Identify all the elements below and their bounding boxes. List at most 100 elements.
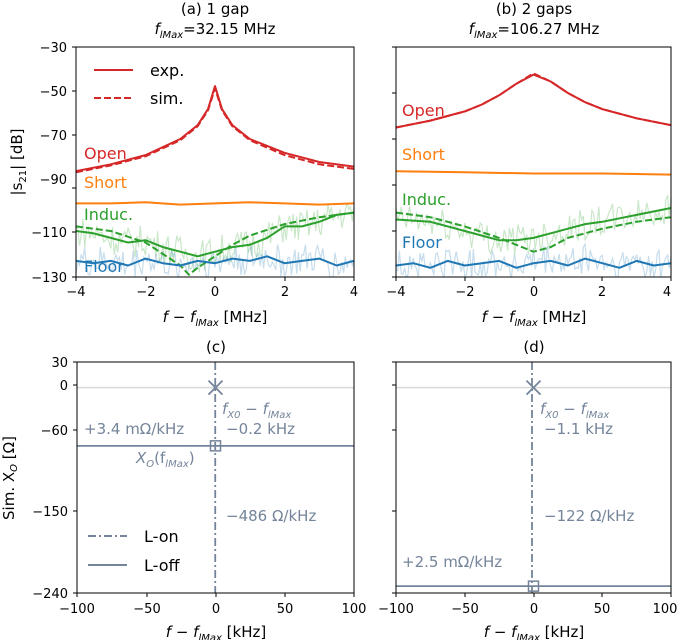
a-label-open: Open	[84, 144, 127, 163]
d-annot-fx0-sub2: lMax	[586, 410, 610, 421]
panel-c-frame	[76, 361, 355, 594]
d-annot-offset: −1.1 kHz	[544, 420, 613, 438]
c-xtick-label: 0	[212, 602, 220, 617]
d-xtick-label: 50	[594, 602, 611, 617]
a-xtick-label: 4	[350, 285, 358, 300]
a-ylabel-unit: | [dB]	[8, 129, 26, 170]
series-line-short-exp	[396, 170, 671, 176]
square-marker	[527, 580, 540, 592]
panel-b-subtitle-value: =106.27 MHz	[497, 20, 599, 38]
b-xtick-label: −2	[455, 285, 474, 300]
c-xlabel-main: f − f	[166, 623, 201, 640]
a-xtick-label: −4	[66, 285, 85, 300]
c-annot-fx0-sub1: X0	[226, 410, 240, 421]
d-xtick-label: −50	[451, 602, 478, 617]
c-annot-xo-arg-sub: lMax	[165, 459, 189, 470]
a-ytick-label: −30	[40, 41, 67, 56]
a-ylabel-sub: 21	[18, 170, 29, 183]
c-ylabel-sub: O	[9, 464, 20, 472]
c-annot-offset: −0.2 kHz	[226, 420, 295, 438]
panel-a-xlabel: f − flMax [MHz]	[163, 308, 268, 329]
d-annot-fx0-sub1: X0	[544, 410, 558, 421]
panel-b-series	[396, 72, 671, 277]
b-xlabel-main: f − f	[482, 308, 517, 326]
c-ytick-label: 30	[51, 356, 68, 371]
square-marker	[209, 440, 222, 452]
panel-d: (d) −100 −50 0 50 100 f − f lMax [kHz] fX…	[378, 338, 677, 640]
panel-a-legend: exp. sim.	[94, 61, 184, 108]
panel-c-xlabel: f − flMax [kHz]	[166, 623, 266, 640]
panel-a-yticks: −30 −50 −70 −90 −110 −130	[31, 41, 76, 286]
c-xtick-label: −50	[133, 602, 160, 617]
noise-band-floor	[76, 243, 354, 277]
panel-a-frame	[75, 46, 355, 278]
b-xtick-label: 0	[530, 285, 538, 300]
c-ytick-label: −60	[41, 424, 68, 439]
panel-b-xticks: −4 −2 0 2 4	[386, 277, 672, 300]
panel-c-series	[77, 362, 354, 593]
series-line-short-exp	[76, 201, 354, 206]
panel-c-yticks: 30 0 −60 −150 −240	[32, 356, 77, 602]
d-xlabel-main: f − f	[484, 623, 519, 640]
c-annot-loff-slope: +3.4 mΩ/kHz	[84, 420, 184, 438]
series-line-open-exp	[76, 85, 354, 173]
panel-d-frame	[395, 361, 672, 594]
panel-b-frame	[395, 46, 672, 278]
c-xlabel-sub: lMax	[198, 633, 222, 640]
series-line-induc-exp	[396, 207, 671, 242]
x-marker	[525, 380, 542, 396]
b-xlabel-sub: lMax	[514, 318, 538, 329]
a-ytick-label: −50	[40, 85, 67, 100]
legend-lon-label: L-on	[144, 527, 179, 546]
panel-c-legend: L-on L-off	[88, 527, 180, 575]
legend-exp-label: exp.	[150, 61, 184, 80]
panel-d-title: (d)	[523, 338, 544, 356]
panel-b: (b) 2 gaps flMax=106.27 MHz −4 −2 0 2 4 …	[386, 0, 672, 329]
panel-c-title: (c)	[206, 338, 226, 356]
panel-a-xticks: −4 −2 0 2 4	[66, 277, 358, 300]
c-annot-xo: XO(flMax)	[135, 449, 195, 470]
panel-c-ylabel: Sim. XO [Ω]	[0, 436, 20, 520]
d-annot-fx0: fX0 − flMax	[540, 400, 609, 421]
x-marker	[207, 380, 224, 396]
a-label-floor: Floor	[84, 257, 124, 276]
a-ylabel-main: |s	[8, 182, 26, 195]
d-xtick-label: 0	[530, 602, 538, 617]
c-annot-fx0-sub2: lMax	[268, 410, 292, 421]
d-xtick-label: −100	[378, 602, 414, 617]
panel-a-title: (a) 1 gap	[181, 0, 249, 18]
panel-a-subtitle-value: =32.15 MHz	[183, 20, 275, 38]
d-xtick-label: 100	[653, 602, 678, 617]
b-xtick-label: 2	[598, 285, 606, 300]
panel-b-subtitle: flMax=106.27 MHz	[469, 20, 600, 41]
series-line-open-sim	[76, 87, 354, 174]
c-annot-xo-sub: O	[146, 459, 154, 470]
c-annot-fx0-mid: − f	[241, 400, 271, 418]
d-annot-fx0-f: f	[540, 400, 548, 418]
panel-b-xlabel: f − flMax [MHz]	[482, 308, 587, 329]
panel-c-xticks: −100 −50 0 50 100	[59, 593, 366, 617]
panel-a-ylabel: |s21| [dB]	[8, 129, 29, 196]
panel-a-subtitle: flMax=32.15 MHz	[154, 20, 275, 41]
c-annot-xo-arg: (f	[154, 449, 166, 467]
c-annot-xo-close: )	[189, 449, 195, 467]
d-xlabel-unit: [kHz]	[540, 623, 584, 640]
c-xtick-label: −100	[59, 602, 95, 617]
a-xtick-label: 0	[211, 285, 219, 300]
series-line-induc-exp	[76, 211, 354, 258]
series-line-induc-sim	[396, 211, 671, 253]
a-xlabel-sub: lMax	[195, 318, 219, 329]
series-line-open-sim	[396, 72, 671, 129]
a-label-short: Short	[84, 173, 127, 192]
c-xtick-label: 100	[342, 602, 367, 617]
b-label-induc: Induc.	[402, 190, 451, 209]
series-line-floor-exp	[76, 255, 354, 267]
c-ylabel-unit: [Ω]	[0, 436, 18, 464]
panel-a-subtitle-sub: lMax	[160, 30, 184, 41]
c-annot-lon-slope: −486 Ω/kHz	[226, 507, 316, 525]
b-xtick-label: 4	[663, 285, 671, 300]
panel-d-xticks: −100 −50 0 50 100	[378, 593, 677, 617]
a-ytick-label: −130	[31, 271, 67, 286]
panel-d-yticks	[392, 361, 396, 594]
